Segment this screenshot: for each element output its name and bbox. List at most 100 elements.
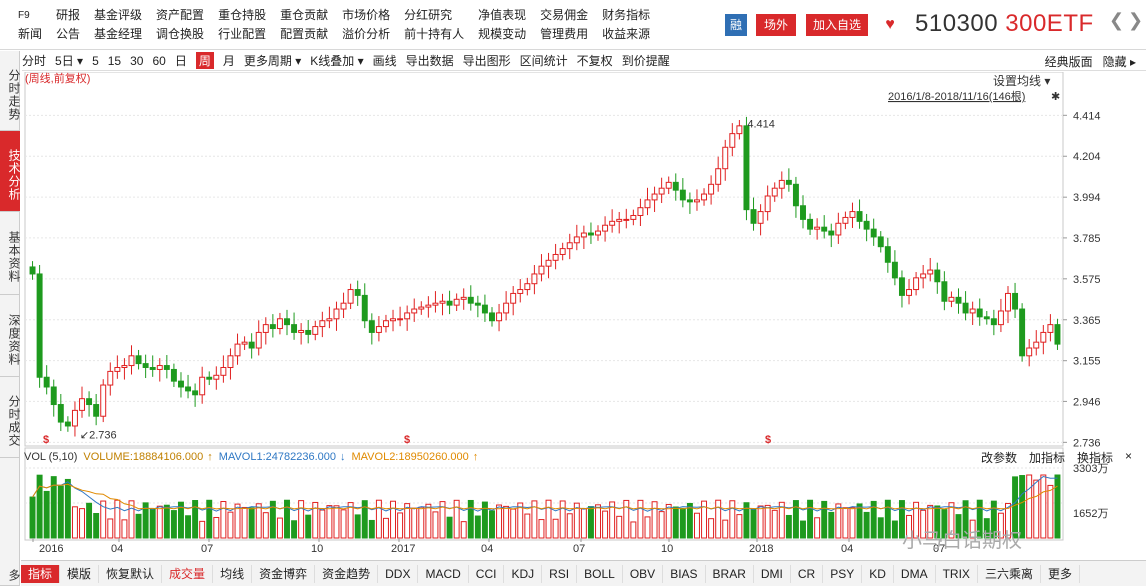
volume-bar bbox=[602, 510, 609, 539]
period-option[interactable]: 分时 bbox=[22, 54, 47, 68]
side-tab[interactable]: 分时成交 bbox=[0, 377, 21, 458]
indicator-tab[interactable]: DMI bbox=[754, 564, 791, 583]
menu-item[interactable]: 调仓换股 bbox=[156, 27, 205, 41]
menu-item[interactable]: 研报 bbox=[56, 8, 81, 22]
menu-item[interactable]: 前十持有人 bbox=[404, 27, 465, 41]
menu-item[interactable]: 资产配置 bbox=[156, 8, 205, 22]
period-option[interactable]: 到价提醒 bbox=[621, 54, 670, 68]
indicator-tab[interactable]: 恢复默认 bbox=[99, 564, 163, 583]
period-option[interactable]: 不复权 bbox=[576, 54, 613, 68]
volume-bar bbox=[807, 499, 814, 539]
menu-column: 重仓持股 行业配置 bbox=[218, 6, 266, 44]
candle-body bbox=[439, 300, 446, 304]
mavol1-value: MAVOL1:24782236.000 bbox=[218, 451, 336, 463]
indicator-tab[interactable]: 资金博弈 bbox=[252, 564, 316, 583]
prev-arrow-icon[interactable]: ❮ bbox=[1109, 10, 1125, 30]
menu-item[interactable]: 分红研究 bbox=[404, 8, 453, 22]
indicator-tab[interactable]: KDJ bbox=[504, 564, 543, 583]
volume-bar bbox=[842, 507, 849, 539]
period-option[interactable]: 周 bbox=[195, 52, 214, 69]
menu-item[interactable]: 配置贡献 bbox=[280, 27, 329, 41]
period-option[interactable]: 区间统计 bbox=[519, 54, 568, 68]
period-option[interactable]: 月 bbox=[222, 54, 235, 68]
side-tab[interactable]: 多 bbox=[0, 558, 21, 586]
period-option[interactable]: 60 bbox=[152, 53, 166, 68]
indicator-tab[interactable]: 更多 bbox=[1041, 564, 1080, 583]
candle-body bbox=[319, 320, 326, 328]
indicator-tab[interactable]: TRIX bbox=[936, 564, 978, 583]
indicator-tab[interactable]: CCI bbox=[469, 564, 505, 583]
indicator-tab[interactable]: DMA bbox=[894, 564, 936, 583]
add-watchlist-button[interactable]: 加入自选 bbox=[806, 14, 868, 36]
volume-bar bbox=[142, 502, 149, 539]
toolbar-right-item[interactable]: 隐藏 ▸ bbox=[1102, 55, 1136, 69]
menu-item[interactable]: 基金评级 bbox=[94, 8, 143, 22]
changwai-button[interactable]: 场外 bbox=[756, 14, 796, 36]
period-option[interactable]: 15 bbox=[107, 53, 122, 68]
indicator-tab[interactable]: 三六乘离 bbox=[978, 564, 1041, 583]
next-arrow-icon[interactable]: ❯ bbox=[1128, 10, 1144, 30]
menu-item[interactable]: 财务指标 bbox=[602, 8, 651, 22]
volume-bar bbox=[276, 517, 283, 539]
menu-item[interactable]: 基金经理 bbox=[94, 27, 143, 41]
indicator-tab[interactable]: 均线 bbox=[213, 564, 253, 583]
dividend-mark: $ bbox=[404, 434, 410, 446]
indicator-tab[interactable]: 资金趋势 bbox=[315, 564, 379, 583]
menu-item[interactable]: 新闻 bbox=[18, 27, 43, 41]
indicator-tab[interactable]: BOLL bbox=[577, 564, 623, 583]
period-option[interactable]: 5 bbox=[92, 53, 99, 68]
rong-button[interactable]: 融 bbox=[725, 14, 747, 36]
indicator-button[interactable]: × bbox=[1124, 448, 1132, 463]
menu-item[interactable]: F9 bbox=[18, 10, 30, 21]
side-tab[interactable]: 技术分析 bbox=[0, 131, 21, 212]
indicator-button[interactable]: 改参数 bbox=[980, 450, 1017, 465]
candle-body bbox=[891, 261, 898, 279]
menu-item[interactable]: 溢价分析 bbox=[342, 27, 391, 41]
side-tab[interactable]: 深度资料 bbox=[0, 295, 21, 377]
volume-bar bbox=[898, 500, 905, 539]
indicator-tab[interactable]: PSY bbox=[823, 564, 863, 583]
indicator-tab[interactable]: KD bbox=[862, 564, 894, 583]
indicator-tab[interactable]: 成交量 bbox=[162, 564, 214, 583]
candle-body bbox=[792, 183, 799, 207]
menu-item[interactable]: 净值表现 bbox=[478, 8, 527, 22]
indicator-tab[interactable]: OBV bbox=[623, 564, 664, 583]
candle-body bbox=[644, 199, 651, 209]
menu-item[interactable]: 交易佣金 bbox=[540, 8, 589, 22]
period-option[interactable]: 导出数据 bbox=[405, 54, 454, 68]
menu-item[interactable]: 规模变动 bbox=[478, 27, 527, 41]
indicator-tab[interactable]: 指标 bbox=[21, 564, 61, 583]
period-option[interactable]: 更多周期 ▾ bbox=[243, 54, 302, 68]
period-option[interactable]: 导出图形 bbox=[462, 54, 511, 68]
menu-item[interactable]: 重仓持股 bbox=[218, 8, 267, 22]
period-option[interactable]: 日 bbox=[174, 54, 187, 68]
menu-item[interactable]: 收益来源 bbox=[602, 27, 651, 41]
indicator-tab[interactable]: MACD bbox=[418, 564, 469, 583]
indicator-button[interactable]: 换指标 bbox=[1076, 450, 1113, 465]
heart-icon[interactable]: ♥ bbox=[885, 16, 895, 33]
period-option[interactable]: 5日 ▾ bbox=[55, 54, 84, 68]
indicator-tab[interactable]: RSI bbox=[542, 564, 578, 583]
menu-item[interactable]: 市场价格 bbox=[342, 8, 391, 22]
menu-item[interactable]: 管理费用 bbox=[540, 27, 589, 41]
volume-bar bbox=[1033, 479, 1040, 539]
candle-body bbox=[976, 308, 983, 318]
period-option[interactable]: K线叠加 ▾ bbox=[310, 54, 364, 68]
toolbar-right-item[interactable]: 经典版面 bbox=[1044, 55, 1093, 69]
period-option[interactable]: 画线 bbox=[372, 54, 397, 68]
candle-body bbox=[637, 207, 644, 216]
side-tab[interactable]: 基本资料 bbox=[0, 212, 21, 295]
volume-bar bbox=[821, 500, 828, 539]
indicator-tab[interactable]: BRAR bbox=[706, 564, 754, 583]
menu-item[interactable]: 行业配置 bbox=[218, 27, 267, 41]
indicator-button[interactable]: 加指标 bbox=[1028, 450, 1065, 465]
volume-bar bbox=[503, 505, 510, 539]
indicator-tab[interactable]: BIAS bbox=[663, 564, 706, 583]
period-option[interactable]: 30 bbox=[130, 53, 144, 68]
indicator-tab[interactable]: DDX bbox=[378, 564, 419, 583]
menu-item[interactable]: 公告 bbox=[56, 27, 81, 41]
indicator-tab[interactable]: 模版 bbox=[60, 564, 100, 583]
indicator-tab[interactable]: CR bbox=[791, 564, 824, 583]
side-tab[interactable]: 分时走势 bbox=[0, 51, 21, 131]
menu-item[interactable]: 重仓贡献 bbox=[280, 8, 329, 22]
